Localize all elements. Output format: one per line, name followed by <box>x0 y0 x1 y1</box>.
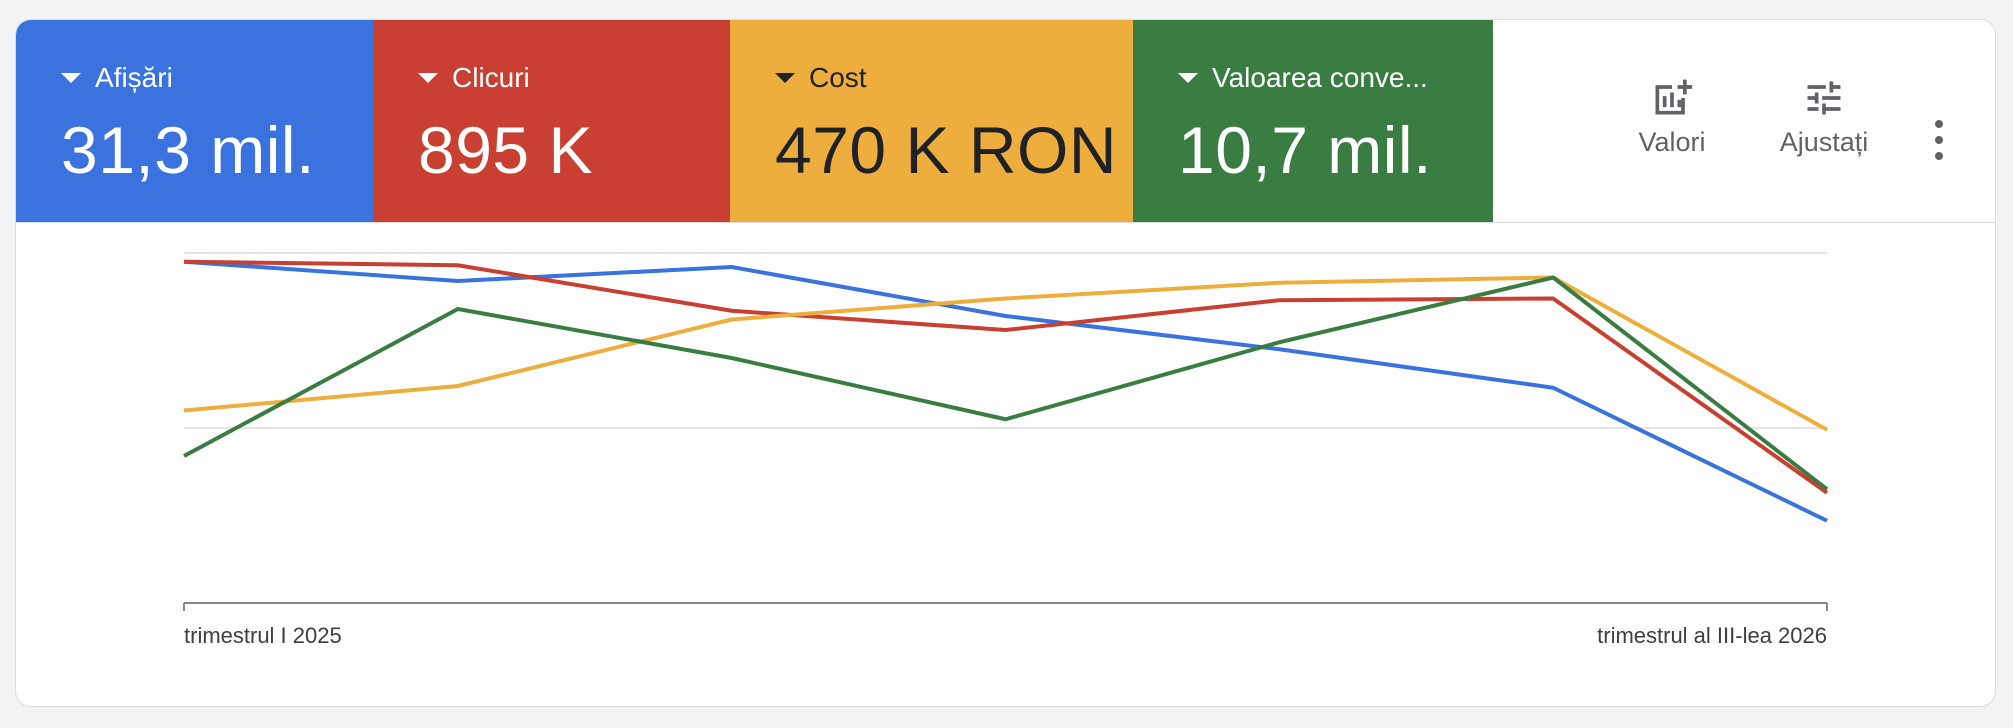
chart-toolbar: Valori Ajustați <box>1493 20 1995 222</box>
metric-value: 10,7 mil. <box>1178 113 1432 187</box>
x-axis-end-label: trimestrul al III-lea 2026 <box>1597 623 1827 648</box>
metric-label-row[interactable]: Valoarea conve... <box>1178 62 1428 94</box>
metric-label-row[interactable]: Afișări <box>61 62 173 94</box>
add-chart-icon <box>1613 75 1731 121</box>
chart-grid <box>183 252 1828 611</box>
metric-card-conversion-value[interactable]: Valoarea conve... 10,7 mil. <box>1133 20 1493 222</box>
performance-card: Afișări 31,3 mil. Clicuri 895 K Cost 470… <box>15 19 1996 707</box>
x-axis-start-label: trimestrul I 2025 <box>184 623 342 648</box>
valori-button[interactable]: Valori <box>1613 75 1731 158</box>
metric-card-cost[interactable]: Cost 470 K RON <box>730 20 1133 222</box>
ajustati-label: Ajustați <box>1779 127 1869 157</box>
metric-label: Afișări <box>95 62 173 93</box>
valori-label: Valori <box>1638 127 1706 157</box>
metric-value: 895 K <box>418 113 593 187</box>
metric-card-clicks[interactable]: Clicuri 895 K <box>373 20 730 222</box>
metric-label: Cost <box>809 62 867 93</box>
chart-series <box>183 259 1829 523</box>
metric-value: 31,3 mil. <box>61 113 315 187</box>
metric-label-row[interactable]: Cost <box>775 62 867 94</box>
ajustati-button[interactable]: Ajustați <box>1749 75 1899 158</box>
series-line-0[interactable] <box>183 259 1828 523</box>
dropdown-caret-icon <box>1178 73 1198 83</box>
more-vert-icon[interactable] <box>1929 116 1949 164</box>
series-line-1[interactable] <box>183 259 1829 495</box>
scorecard-row: Afișări 31,3 mil. Clicuri 895 K Cost 470… <box>16 20 1995 223</box>
dropdown-caret-icon <box>61 73 81 83</box>
metric-card-impressions[interactable]: Afișări 31,3 mil. <box>16 20 373 222</box>
metric-label: Valoarea conve... <box>1212 62 1428 93</box>
line-chart <box>183 252 1829 611</box>
dropdown-caret-icon <box>775 73 795 83</box>
series-line-3[interactable] <box>183 275 1829 491</box>
metric-label-row[interactable]: Clicuri <box>418 62 530 94</box>
tune-icon <box>1749 75 1899 121</box>
dropdown-caret-icon <box>418 73 438 83</box>
metric-label: Clicuri <box>452 62 530 93</box>
metric-value: 470 K RON <box>775 113 1117 187</box>
